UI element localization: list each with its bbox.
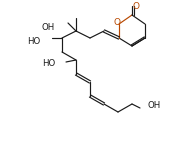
Text: OH: OH [148,101,161,111]
Text: HO: HO [42,59,55,67]
Text: HO: HO [27,36,40,46]
Text: O: O [132,1,139,10]
Text: OH: OH [42,22,55,31]
Text: O: O [114,17,120,26]
